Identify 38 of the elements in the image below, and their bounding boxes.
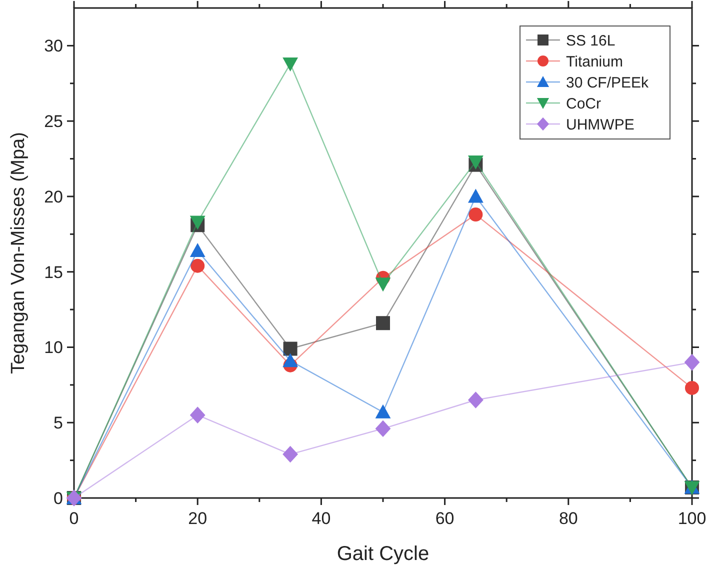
point [376, 316, 390, 330]
y-tick-label: 5 [54, 414, 63, 433]
point [468, 155, 484, 170]
legend-label: 30 CF/PEEk [566, 74, 650, 92]
y-tick-label: 0 [54, 489, 63, 508]
point [468, 188, 484, 203]
x-axis-title: Gait Cycle [336, 543, 430, 565]
point [282, 353, 298, 368]
point [282, 446, 298, 463]
point [282, 57, 298, 72]
x-tick-label: 40 [312, 509, 331, 528]
y-tick-label: 10 [44, 338, 63, 358]
y-tick-label: 30 [44, 36, 63, 56]
point [375, 278, 391, 292]
point [190, 258, 205, 273]
x-tick-label: 80 [558, 509, 578, 528]
point [190, 406, 206, 424]
point [375, 404, 391, 418]
y-tick-label: 15 [44, 262, 63, 282]
legend-label: Titanium [566, 54, 623, 70]
x-tick-label: 0 [69, 509, 79, 528]
point [685, 380, 699, 395]
point [468, 392, 484, 408]
legend-label: UHMWPE [566, 116, 634, 134]
point [283, 342, 298, 356]
legend-label: CoCr [566, 96, 602, 112]
x-tick-label: 60 [435, 509, 454, 528]
y-axis-title: Tegangan Von-Misses (Mpa) [8, 132, 29, 374]
y-tick-label: 25 [44, 112, 63, 132]
point [684, 354, 700, 371]
x-tick-label: 100 [678, 509, 706, 528]
point [375, 420, 391, 438]
y-tick-label: 20 [44, 187, 63, 206]
x-tick-label: 20 [188, 509, 208, 528]
point [190, 216, 206, 230]
point [468, 208, 483, 222]
legend-label: SS 16L [566, 32, 616, 50]
point [190, 243, 206, 258]
